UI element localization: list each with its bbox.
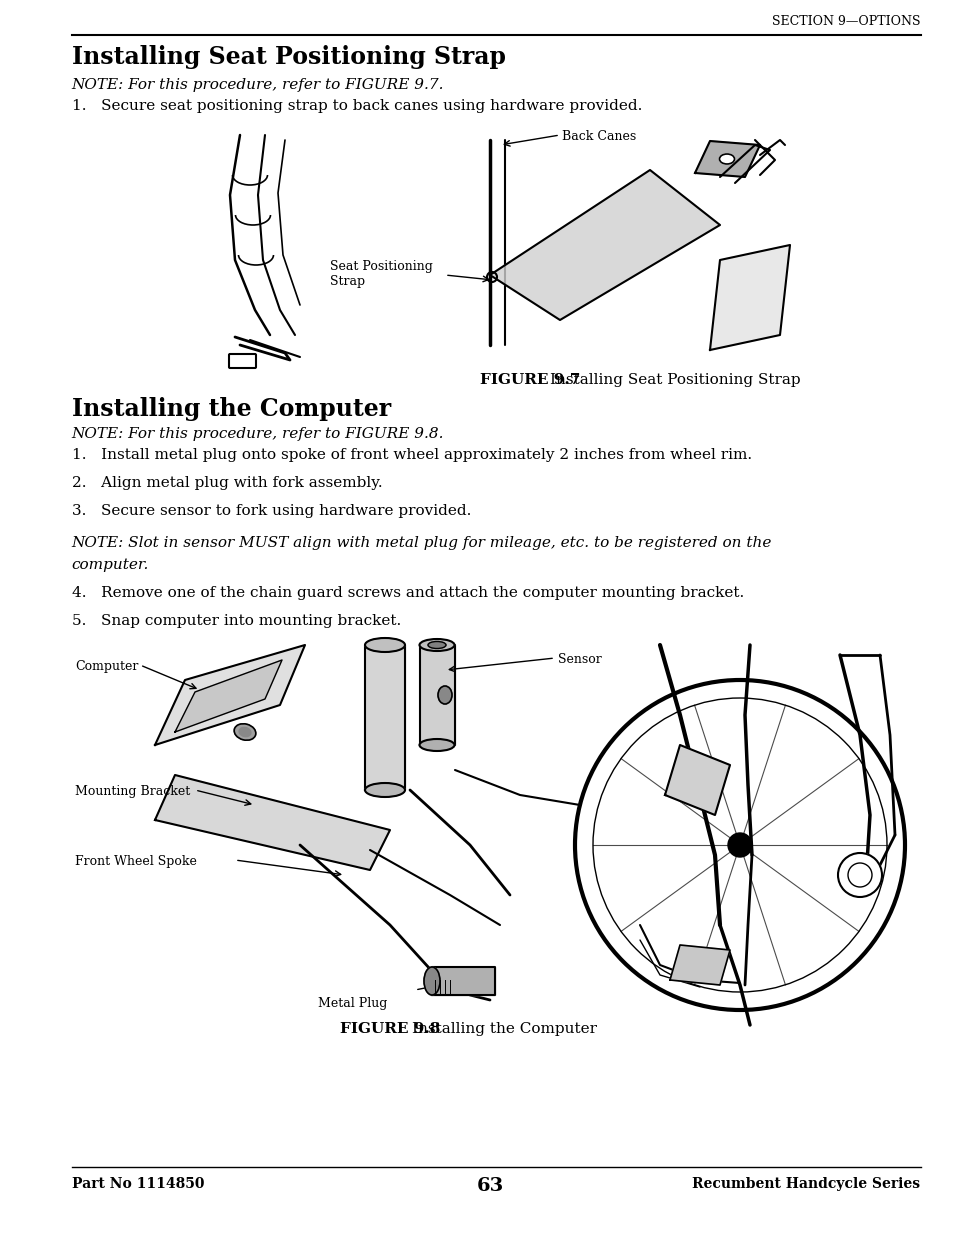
Text: FIGURE 9.8: FIGURE 9.8 xyxy=(339,1023,440,1036)
Text: FIGURE 9.7: FIGURE 9.7 xyxy=(479,373,579,387)
Text: computer.: computer. xyxy=(71,558,149,572)
Text: NOTE: Slot in sensor MUST align with metal plug for mileage, etc. to be register: NOTE: Slot in sensor MUST align with met… xyxy=(71,536,771,550)
Text: 63: 63 xyxy=(476,1177,504,1195)
Text: 3.   Secure sensor to fork using hardware provided.: 3. Secure sensor to fork using hardware … xyxy=(71,504,471,517)
Polygon shape xyxy=(419,645,455,745)
Text: Seat Positioning: Seat Positioning xyxy=(330,261,433,273)
Ellipse shape xyxy=(428,641,446,648)
FancyBboxPatch shape xyxy=(229,354,255,368)
Circle shape xyxy=(727,832,751,857)
Text: Front Wheel Spoke: Front Wheel Spoke xyxy=(75,855,196,868)
Ellipse shape xyxy=(419,638,454,651)
Circle shape xyxy=(837,853,882,897)
Circle shape xyxy=(575,680,904,1010)
Text: Back Canes: Back Canes xyxy=(561,130,636,143)
Text: 4.   Remove one of the chain guard screws and attach the computer mounting brack: 4. Remove one of the chain guard screws … xyxy=(71,585,743,600)
Ellipse shape xyxy=(419,739,454,751)
Text: SECTION 9—OPTIONS: SECTION 9—OPTIONS xyxy=(771,15,920,28)
Text: Sensor: Sensor xyxy=(558,653,601,666)
Ellipse shape xyxy=(365,638,405,652)
Text: 1.   Secure seat positioning strap to back canes using hardware provided.: 1. Secure seat positioning strap to back… xyxy=(71,99,641,112)
Polygon shape xyxy=(695,141,760,177)
Text: Metal Plug: Metal Plug xyxy=(317,997,387,1010)
Text: Installing Seat Positioning Strap: Installing Seat Positioning Strap xyxy=(550,373,800,387)
Polygon shape xyxy=(174,659,282,732)
Ellipse shape xyxy=(239,727,251,736)
Ellipse shape xyxy=(365,783,405,797)
Text: Strap: Strap xyxy=(330,275,365,288)
Text: 2.   Align metal plug with fork assembly.: 2. Align metal plug with fork assembly. xyxy=(71,475,382,490)
Text: Installing the Computer: Installing the Computer xyxy=(71,396,391,421)
Text: Computer: Computer xyxy=(75,659,138,673)
Text: Installing Seat Positioning Strap: Installing Seat Positioning Strap xyxy=(71,44,505,69)
Text: NOTE: For this procedure, refer to FIGURE 9.7.: NOTE: For this procedure, refer to FIGUR… xyxy=(71,78,443,91)
Polygon shape xyxy=(669,945,729,986)
Text: Recumbent Handcycle Series: Recumbent Handcycle Series xyxy=(692,1177,920,1191)
Ellipse shape xyxy=(719,154,734,164)
Text: Mounting Bracket: Mounting Bracket xyxy=(75,785,190,798)
Polygon shape xyxy=(154,645,305,745)
Text: Installing the Computer: Installing the Computer xyxy=(412,1023,597,1036)
Ellipse shape xyxy=(437,685,452,704)
Text: NOTE: For this procedure, refer to FIGURE 9.8.: NOTE: For this procedure, refer to FIGUR… xyxy=(71,427,443,441)
Polygon shape xyxy=(709,245,789,350)
Text: 5.   Snap computer into mounting bracket.: 5. Snap computer into mounting bracket. xyxy=(71,614,400,629)
Polygon shape xyxy=(154,776,390,869)
Polygon shape xyxy=(490,170,720,320)
Text: 1.   Install metal plug onto spoke of front wheel approximately 2 inches from wh: 1. Install metal plug onto spoke of fron… xyxy=(71,448,751,462)
Polygon shape xyxy=(432,967,495,995)
Text: Part No 1114850: Part No 1114850 xyxy=(71,1177,204,1191)
Ellipse shape xyxy=(233,724,255,740)
Ellipse shape xyxy=(423,967,439,995)
Polygon shape xyxy=(365,645,405,790)
Polygon shape xyxy=(664,745,729,815)
